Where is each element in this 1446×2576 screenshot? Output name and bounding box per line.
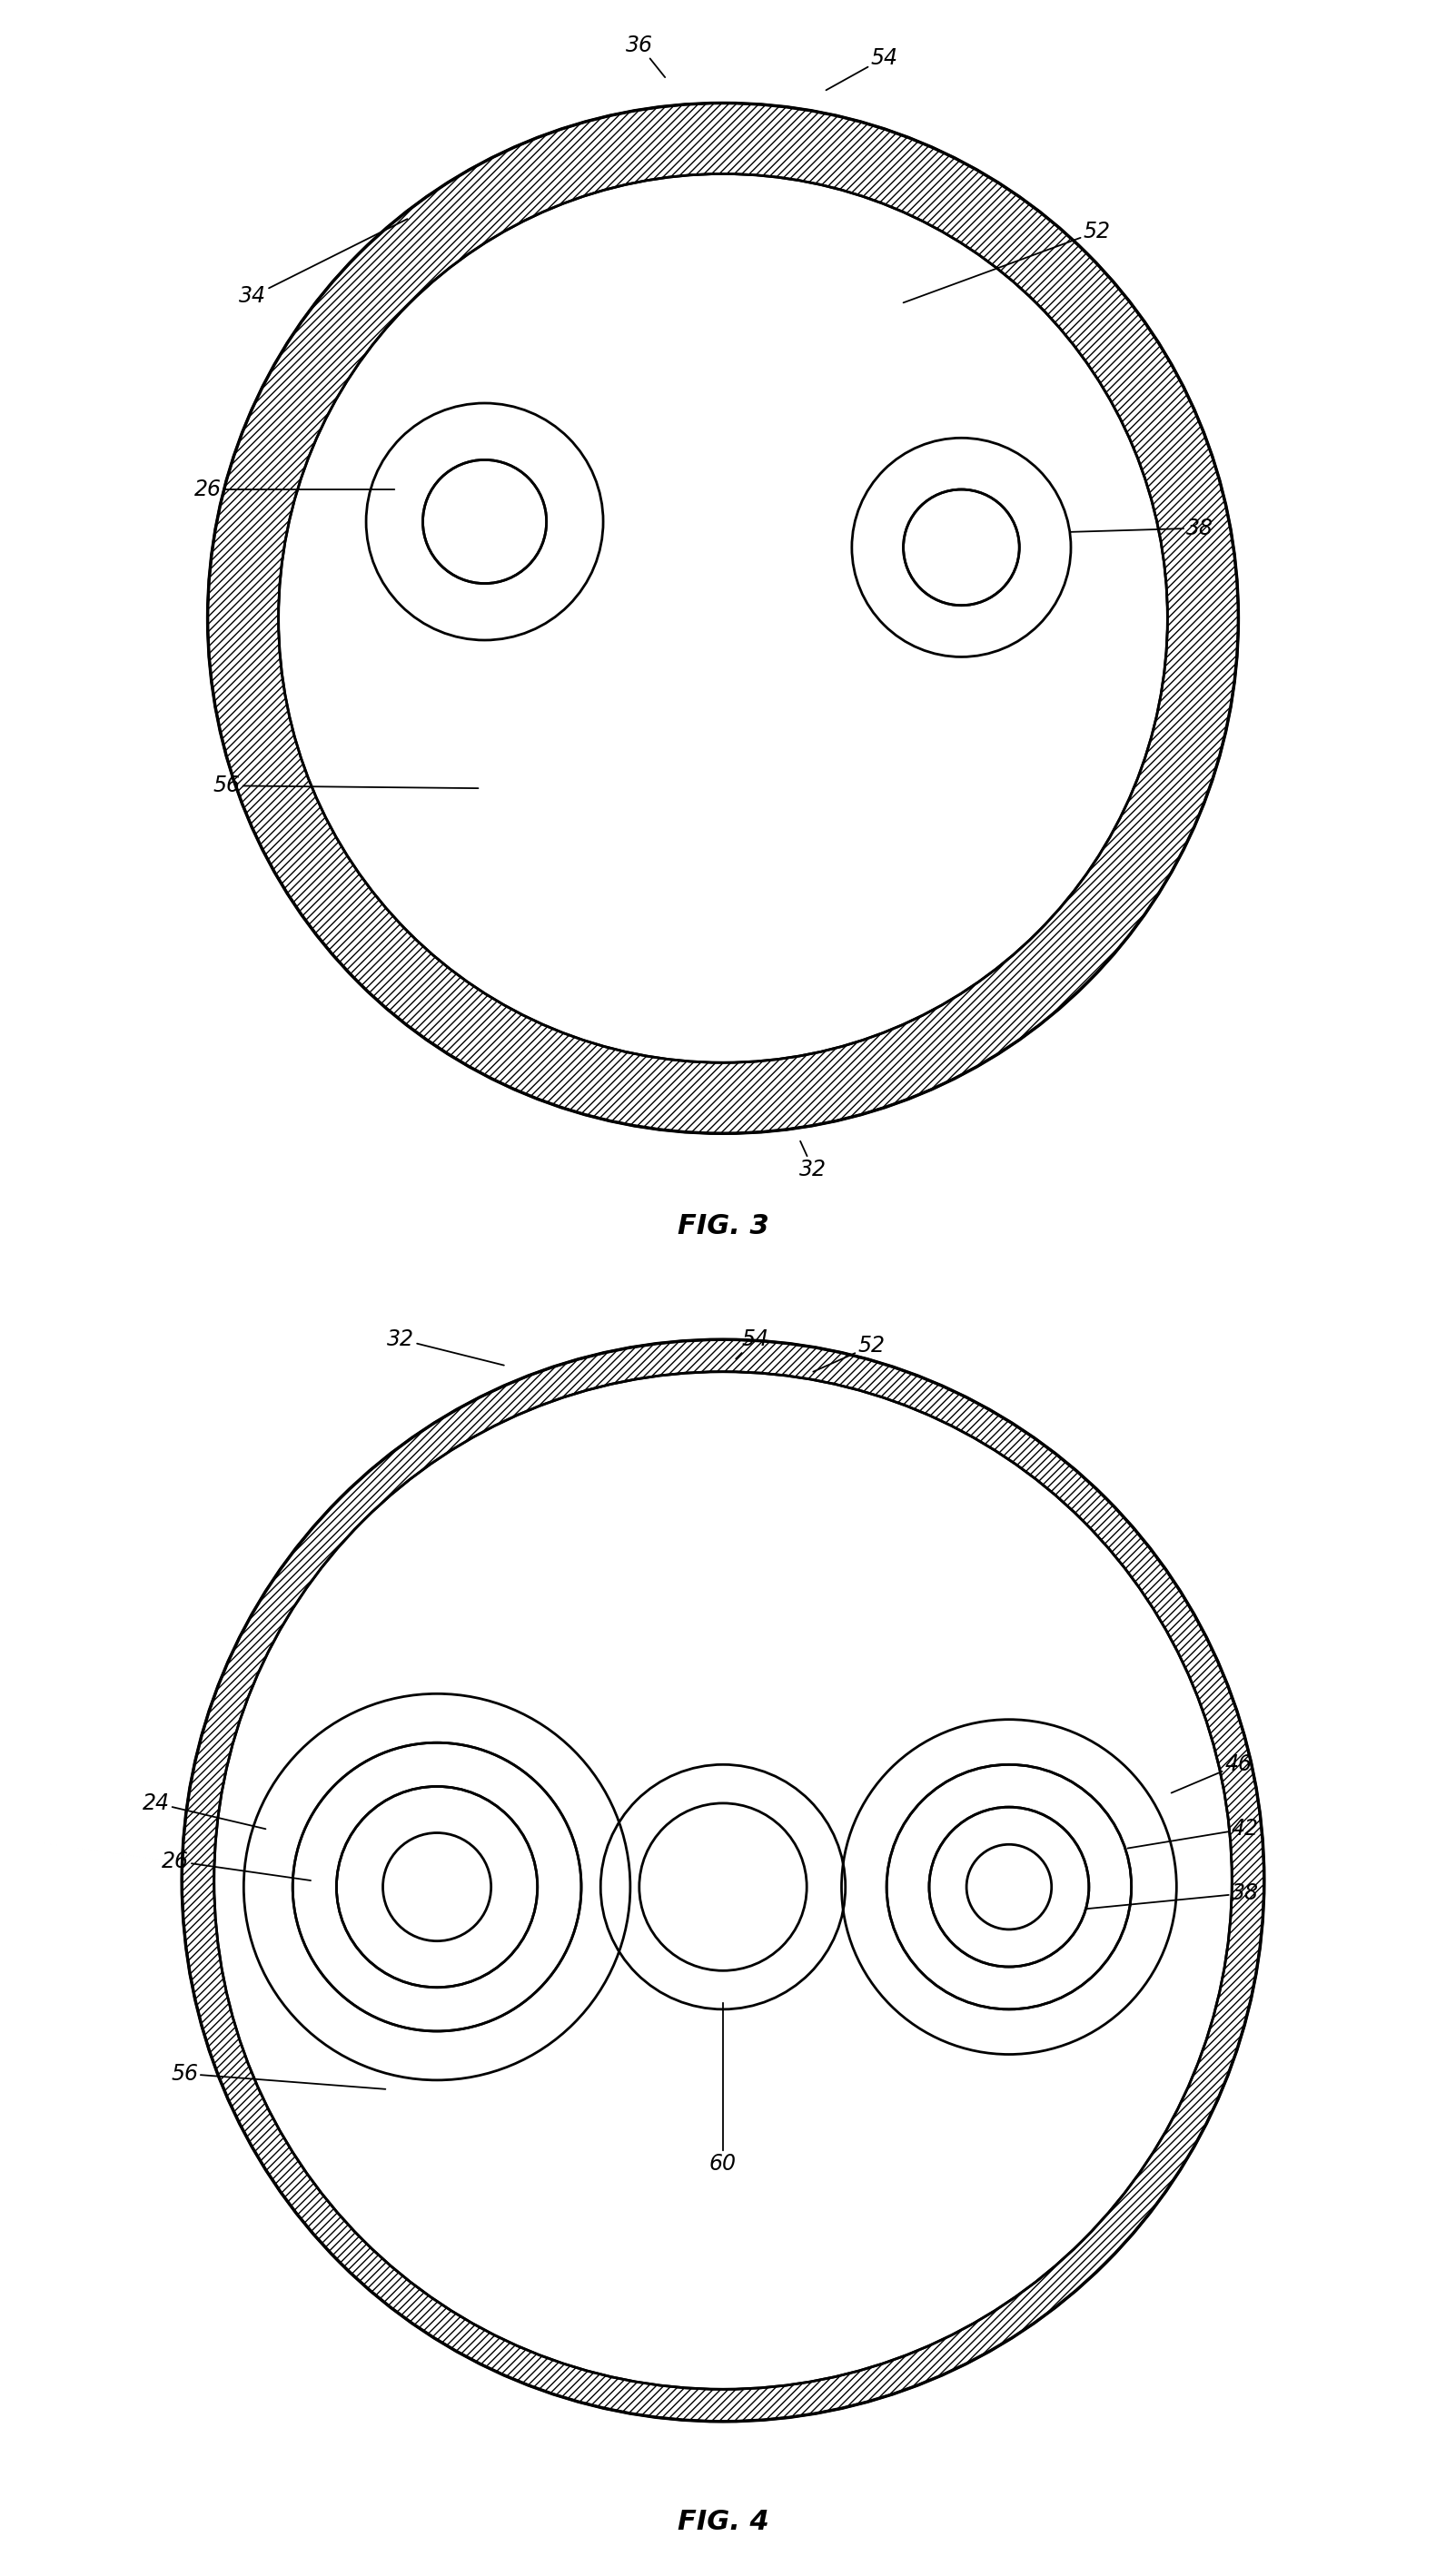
Circle shape [366,404,603,641]
Circle shape [383,1834,492,1942]
Circle shape [244,1695,630,2081]
Text: 42: 42 [1128,1819,1258,1850]
Circle shape [208,103,1238,1133]
Text: 52: 52 [904,222,1111,301]
Circle shape [576,729,704,855]
Text: 38: 38 [1071,518,1213,538]
Circle shape [279,175,1167,1061]
Circle shape [852,438,1071,657]
Text: 36: 36 [626,33,665,77]
Circle shape [375,2038,484,2148]
Text: FIG. 4: FIG. 4 [677,2509,769,2535]
Text: 32: 32 [800,1141,827,1180]
Text: 60: 60 [710,2004,736,2174]
Circle shape [966,1844,1051,1929]
Text: FIG. 3: FIG. 3 [677,1213,769,1239]
Circle shape [930,1808,1089,1968]
Circle shape [471,729,600,855]
Text: 56: 56 [171,2063,386,2089]
Text: 54: 54 [826,46,898,90]
Text: 26: 26 [194,479,395,500]
Circle shape [383,1834,492,1942]
Circle shape [422,461,547,585]
Text: 56: 56 [214,775,479,796]
Text: 32: 32 [388,1329,505,1365]
Circle shape [639,1803,807,1971]
Circle shape [930,1808,1089,1968]
Circle shape [461,2038,573,2148]
Text: 52: 52 [813,1334,885,1370]
Circle shape [214,1370,1232,2391]
Circle shape [966,1844,1051,1929]
Circle shape [847,291,920,363]
Circle shape [292,1741,581,2030]
Circle shape [842,1721,1177,2056]
Text: 54: 54 [736,1329,769,1360]
Circle shape [600,1765,846,2009]
Text: 34: 34 [239,219,408,307]
Circle shape [337,1788,538,1989]
Text: 46: 46 [1171,1754,1252,1793]
Circle shape [182,1340,1264,2421]
Circle shape [758,1607,830,1680]
Circle shape [337,1788,538,1989]
Text: 24: 24 [143,1793,266,1829]
Circle shape [904,489,1019,605]
Circle shape [886,1765,1131,2009]
Text: 26: 26 [162,1850,311,1880]
Text: 38: 38 [1086,1883,1258,1909]
